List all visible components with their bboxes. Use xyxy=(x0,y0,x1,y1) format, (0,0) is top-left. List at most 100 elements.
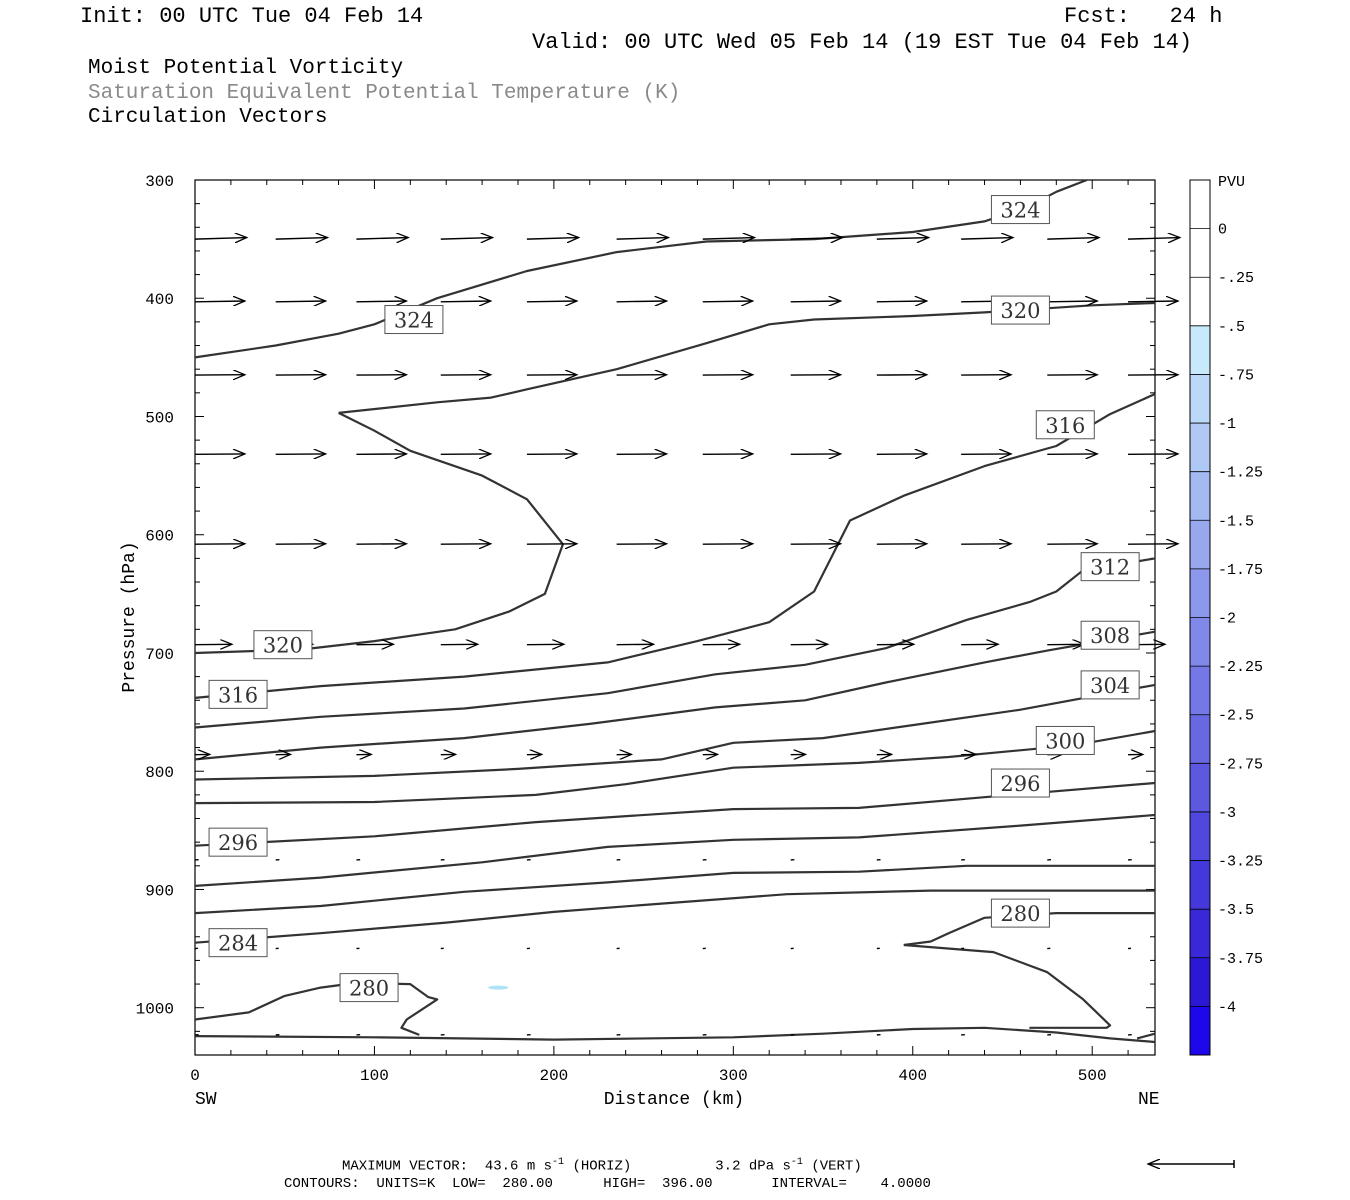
circulation-vector xyxy=(526,301,577,302)
y-tick-label: 1000 xyxy=(136,1001,174,1019)
theta-es-contour xyxy=(194,1026,1156,1044)
colorbar-cell xyxy=(1190,763,1210,812)
x-tick-label: 200 xyxy=(539,1067,568,1085)
colorbar-cell xyxy=(1190,228,1210,278)
contour-label: 284 xyxy=(218,932,258,956)
circulation-vector xyxy=(1128,301,1178,302)
contour-label: 312 xyxy=(1090,556,1130,580)
circulation-vector xyxy=(440,301,491,302)
colorbar-label: -2.25 xyxy=(1218,659,1263,676)
contour-label: 304 xyxy=(1090,674,1130,698)
circulation-vector xyxy=(702,238,755,240)
colorbar-cell xyxy=(1190,811,1210,861)
x-tick-label: 0 xyxy=(190,1067,200,1085)
contour-label-box xyxy=(1035,410,1095,440)
y-tick-label: 700 xyxy=(145,646,174,664)
x-axis-label: Distance (km) xyxy=(604,1090,744,1110)
y-tick-label: 600 xyxy=(145,528,174,546)
contour-label: 320 xyxy=(263,634,303,658)
colorbar-cell xyxy=(1190,520,1210,569)
forecast-hour: Fcst: 24 h xyxy=(1064,4,1223,29)
colorbar-label: -.25 xyxy=(1218,270,1254,287)
contour-label: 300 xyxy=(1045,729,1085,753)
contour-label: 296 xyxy=(1000,772,1040,796)
contour-label-box xyxy=(990,295,1050,325)
theta-es-contour xyxy=(194,683,1156,781)
circulation-vector xyxy=(1047,301,1097,302)
circulation-vector xyxy=(876,238,929,240)
colorbar-label: -3.25 xyxy=(1218,854,1263,871)
circulation-vector xyxy=(356,238,408,240)
theta-es-contour xyxy=(194,411,564,655)
theta-es-contour xyxy=(194,392,1156,699)
colorbar-cell xyxy=(1190,617,1210,667)
contour-label-box xyxy=(1080,552,1140,582)
colorbar-label: -2.75 xyxy=(1218,756,1263,773)
y-tick-label: 800 xyxy=(145,764,174,782)
colorbar-cell xyxy=(1190,1006,1210,1055)
reference-vector xyxy=(1148,1160,1235,1168)
circulation-vector xyxy=(616,238,669,240)
theta-es-contour xyxy=(194,557,1156,729)
colorbar-label: -1.5 xyxy=(1218,513,1254,530)
colorbar-label: -1 xyxy=(1218,416,1236,433)
y-tick-label: 300 xyxy=(145,173,174,191)
colorbar-cell xyxy=(1190,568,1210,618)
theta-es-contour xyxy=(903,912,1155,947)
colorbar-label: -.5 xyxy=(1218,319,1245,336)
circulation-vector xyxy=(1047,238,1099,240)
colorbar-label: -4 xyxy=(1218,999,1236,1016)
circulation-vector xyxy=(876,301,927,302)
colorbar-cell xyxy=(1190,325,1210,375)
contour-label-box xyxy=(384,305,444,335)
circulation-vector xyxy=(526,238,579,240)
circulation-vector xyxy=(790,301,841,302)
contour-label-box xyxy=(208,679,268,709)
footer-contours: CONTOURS: UNITS=K LOW= 280.00 HIGH= 396.… xyxy=(284,1176,931,1192)
circulation-vector xyxy=(194,301,245,302)
contour-label-box xyxy=(208,827,268,857)
title-vectors: Circulation Vectors xyxy=(88,106,328,129)
contour-label-box xyxy=(1080,620,1140,650)
contour-label-box xyxy=(1080,670,1140,700)
contour-label: 280 xyxy=(349,977,389,1001)
colorbar-label: 0 xyxy=(1218,222,1227,239)
theta-es-contour xyxy=(903,943,1112,1029)
init-time: Init: 00 UTC Tue 04 Feb 14 xyxy=(80,4,424,29)
y-tick-label: 900 xyxy=(145,882,174,900)
circulation-vector xyxy=(1128,238,1180,240)
x-tick-label: 500 xyxy=(1078,1067,1107,1085)
colorbar-label: -2 xyxy=(1218,611,1236,628)
x-tick-label: 400 xyxy=(898,1067,927,1085)
colorbar-label: -3 xyxy=(1218,805,1236,822)
theta-es-contour xyxy=(194,178,1088,359)
contour-label: 316 xyxy=(218,683,258,707)
circulation-vector xyxy=(961,238,1013,240)
contour-label-box xyxy=(1035,725,1095,755)
contour-label-box xyxy=(990,195,1050,225)
y-tick-label: 500 xyxy=(145,409,174,427)
circulation-vector xyxy=(440,238,493,240)
colorbar-cell xyxy=(1190,957,1210,1007)
contour-label-box xyxy=(208,928,268,958)
theta-es-contour xyxy=(194,729,1156,805)
circulation-vector xyxy=(616,301,667,302)
colorbar-label: -2.5 xyxy=(1218,708,1254,725)
contour-label: 316 xyxy=(1045,414,1085,438)
valid-time: Valid: 00 UTC Wed 05 Feb 14 (19 EST Tue … xyxy=(532,30,1193,55)
theta-es-contour xyxy=(194,813,1156,887)
plot-frame xyxy=(194,179,1156,1056)
colorbar-unit: PVU xyxy=(1218,174,1245,191)
circulation-vector xyxy=(702,301,753,302)
contour-label-box xyxy=(990,768,1050,798)
contour-label-box xyxy=(253,630,313,660)
colorbar-cell xyxy=(1190,860,1210,910)
theta-es-contour xyxy=(194,889,1155,944)
theta-es-contour xyxy=(1136,1032,1156,1040)
circulation-vector xyxy=(275,301,326,302)
colorbar-cell xyxy=(1190,277,1210,326)
colorbar-label: -1.75 xyxy=(1218,562,1263,579)
circulation-vector xyxy=(790,238,843,240)
contour-label: 320 xyxy=(1000,299,1040,323)
